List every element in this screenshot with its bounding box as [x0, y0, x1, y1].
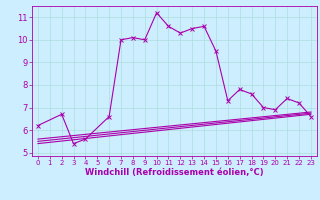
- X-axis label: Windchill (Refroidissement éolien,°C): Windchill (Refroidissement éolien,°C): [85, 168, 264, 177]
